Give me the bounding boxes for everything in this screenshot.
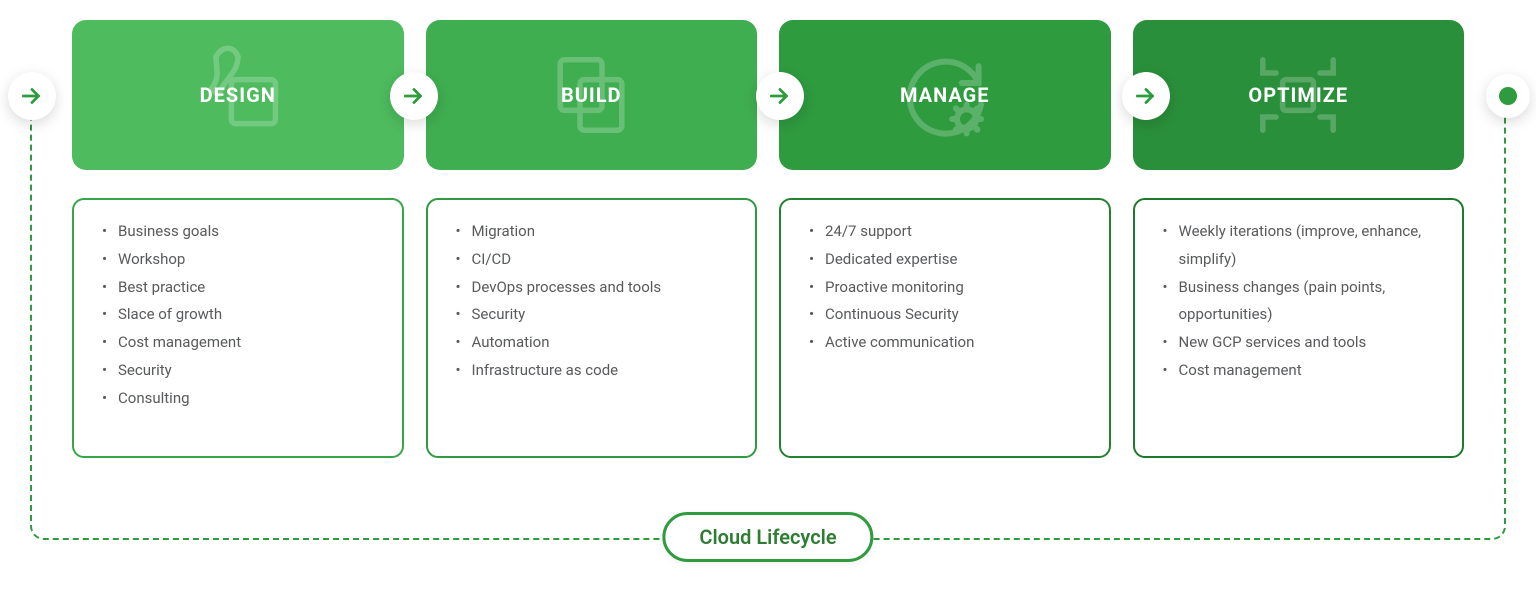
stage-items-optimize: Weekly iterations (improve, enhance, sim… — [1133, 198, 1465, 458]
arrow-right-icon — [1122, 72, 1170, 120]
list-item: Infrastructure as code — [456, 357, 734, 385]
list-item: Proactive monitoring — [809, 274, 1087, 302]
stage-header-build: BUILD — [426, 20, 758, 170]
stage-title-optimize: OPTIMIZE — [1248, 83, 1348, 107]
list-item: 24/7 support — [809, 218, 1087, 246]
items-list: Weekly iterations (improve, enhance, sim… — [1157, 218, 1441, 385]
stage-header-optimize: OPTIMIZE — [1133, 20, 1465, 170]
list-item: Cost management — [1163, 357, 1441, 385]
stage-items-build: MigrationCI/CDDevOps processes and tools… — [426, 198, 758, 458]
stage-items-manage: 24/7 supportDedicated expertiseProactive… — [779, 198, 1111, 458]
list-item: Continuous Security — [809, 301, 1087, 329]
stage-header-design: DESIGN — [72, 20, 404, 170]
arrow-right-icon — [8, 72, 56, 120]
stage-title-design: DESIGN — [200, 83, 276, 107]
stage-build: BUILD MigrationCI/CDDevOps processes and … — [426, 20, 758, 458]
items-list: MigrationCI/CDDevOps processes and tools… — [450, 218, 734, 385]
stage-design: DESIGN Business goalsWorkshopBest practic… — [72, 20, 404, 458]
items-list: 24/7 supportDedicated expertiseProactive… — [803, 218, 1087, 357]
list-item: Weekly iterations (improve, enhance, sim… — [1163, 218, 1441, 274]
list-item: Migration — [456, 218, 734, 246]
list-item: Automation — [456, 329, 734, 357]
list-item: Workshop — [102, 246, 380, 274]
list-item: Best practice — [102, 274, 380, 302]
stage-title-manage: MANAGE — [900, 83, 990, 107]
items-list: Business goalsWorkshopBest practiceSlace… — [96, 218, 380, 412]
stage-title-build: BUILD — [561, 83, 622, 107]
list-item: Security — [456, 301, 734, 329]
list-item: Business changes (pain points, opportuni… — [1163, 274, 1441, 330]
lifecycle-label-text: Cloud Lifecycle — [699, 525, 836, 549]
stage-header-manage: MANAGE — [779, 20, 1111, 170]
list-item: Security — [102, 357, 380, 385]
list-item: DevOps processes and tools — [456, 274, 734, 302]
list-item: Dedicated expertise — [809, 246, 1087, 274]
diagram-container: DESIGN Business goalsWorkshopBest practic… — [0, 0, 1536, 600]
stage-items-design: Business goalsWorkshopBest practiceSlace… — [72, 198, 404, 458]
arrow-right-icon — [756, 72, 804, 120]
list-item: Consulting — [102, 385, 380, 413]
arrow-right-icon — [390, 72, 438, 120]
list-item: Business goals — [102, 218, 380, 246]
stage-optimize: OPTIMIZE Weekly iterations (improve, enha… — [1133, 20, 1465, 458]
list-item: Cost management — [102, 329, 380, 357]
list-item: New GCP services and tools — [1163, 329, 1441, 357]
list-item: Slace of growth — [102, 301, 380, 329]
lifecycle-label-pill: Cloud Lifecycle — [662, 512, 873, 562]
lifecycle-end-dot-icon — [1486, 74, 1530, 118]
list-item: CI/CD — [456, 246, 734, 274]
list-item: Active communication — [809, 329, 1087, 357]
stage-manage: MANAGE 24/7 supportDedicated expertisePro… — [779, 20, 1111, 458]
